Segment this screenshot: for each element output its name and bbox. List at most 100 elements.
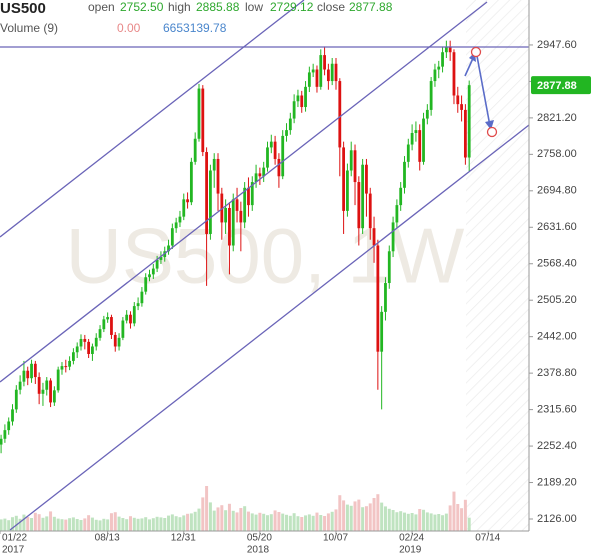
volume-bar <box>304 515 308 531</box>
volume-bar <box>334 509 338 531</box>
candle-body <box>132 306 136 324</box>
candle-body <box>433 69 437 82</box>
candle-body <box>205 152 208 234</box>
volume-bar <box>338 495 342 531</box>
y-tick-label: 2252.40 <box>537 440 577 452</box>
candle-body <box>448 46 452 53</box>
volume-bar <box>467 517 471 531</box>
candle-body <box>326 69 330 82</box>
candle-body <box>14 389 18 410</box>
volume-bar <box>368 503 372 531</box>
volume-bar <box>140 518 144 531</box>
candle-body <box>307 72 311 87</box>
candle-body <box>452 52 456 96</box>
y-tick-label: 2378.80 <box>537 367 577 379</box>
x-tick-year: 2017 <box>2 545 25 556</box>
volume-bar <box>250 513 254 531</box>
x-tick-label: 01/22 <box>2 533 27 544</box>
watermark: US500, 1W <box>66 212 465 300</box>
volume-bar <box>151 518 155 531</box>
volume-bar <box>45 516 49 531</box>
time-axis-bg <box>0 531 529 558</box>
volume-bar <box>22 514 26 531</box>
y-tick-label: 2315.60 <box>537 404 577 416</box>
candle-body <box>315 69 319 87</box>
candle-body <box>463 109 467 158</box>
x-tick-year: 2019 <box>399 545 422 556</box>
candle-body <box>422 118 425 162</box>
volume-bar <box>422 509 426 531</box>
volume-bar <box>30 518 34 531</box>
candle-body <box>167 245 170 252</box>
candle-body <box>155 259 159 269</box>
x-tick-label: 12/31 <box>171 533 196 544</box>
volume-bar <box>402 512 406 531</box>
volume-bar <box>64 519 68 531</box>
candle-body <box>387 251 391 284</box>
y-tick-label: 2568.40 <box>537 258 577 270</box>
legend-value: 2729.12 <box>270 0 314 14</box>
candle-body <box>285 130 288 136</box>
volume-label: Volume (9) <box>0 21 58 35</box>
candle-body <box>239 210 243 223</box>
candle-body <box>418 130 422 162</box>
candle-body <box>406 144 410 162</box>
volume-bar <box>155 516 159 531</box>
volume-bar <box>121 518 125 531</box>
volume-bar <box>383 506 387 531</box>
candle-body <box>22 370 26 382</box>
y-tick-label: 2505.20 <box>537 294 577 306</box>
candle-body <box>140 291 144 304</box>
volume-bar <box>83 518 87 531</box>
candle-body <box>395 205 399 223</box>
volume-bar <box>262 513 266 531</box>
candle-body <box>361 164 365 229</box>
volume-bar <box>197 508 201 531</box>
volume-bar <box>174 516 178 531</box>
candle-body <box>182 199 186 217</box>
candle-body <box>106 317 110 320</box>
volume-bar <box>265 515 269 531</box>
candle-body <box>75 346 79 353</box>
candle-body <box>216 158 220 194</box>
candle-body <box>170 228 174 246</box>
volume-bar <box>182 515 186 531</box>
volume-bar <box>285 514 289 531</box>
candle-body <box>258 173 262 177</box>
volume-bar <box>342 500 346 531</box>
candle-body <box>414 130 418 133</box>
volume-bar <box>425 512 429 531</box>
volume-bar <box>235 512 239 531</box>
volume-bar <box>159 517 163 531</box>
y-tick-label: 2821.20 <box>537 112 577 124</box>
volume-bar <box>296 516 300 531</box>
volume-bar <box>148 519 152 531</box>
candle-body <box>0 438 3 445</box>
candle-body <box>247 187 250 206</box>
volume-bar <box>56 518 60 531</box>
arrow-line <box>476 55 491 127</box>
candle-body <box>467 85 471 158</box>
candle-body <box>56 369 60 391</box>
candle-body <box>64 366 68 368</box>
legend-label: low <box>245 0 263 14</box>
legend-value: 2885.88 <box>196 0 240 14</box>
volume-value: 6653139.78 <box>163 21 227 35</box>
volume-bar <box>418 509 422 531</box>
volume-bar <box>456 504 460 531</box>
candle-body <box>254 173 258 183</box>
volume-bar <box>429 513 433 531</box>
volume-bar <box>75 519 79 531</box>
candle-body <box>429 81 433 110</box>
legend-label: open <box>88 0 115 14</box>
candle-body <box>353 150 357 183</box>
candle-body <box>460 104 463 110</box>
legend-value: 2752.50 <box>120 0 164 14</box>
volume-bar <box>201 497 205 531</box>
volume-bar <box>52 516 56 531</box>
future-area <box>466 0 529 531</box>
candle-body <box>18 381 22 390</box>
volume-bar <box>357 499 361 531</box>
y-tick-label: 2694.80 <box>537 185 577 197</box>
candle-body <box>231 199 235 246</box>
